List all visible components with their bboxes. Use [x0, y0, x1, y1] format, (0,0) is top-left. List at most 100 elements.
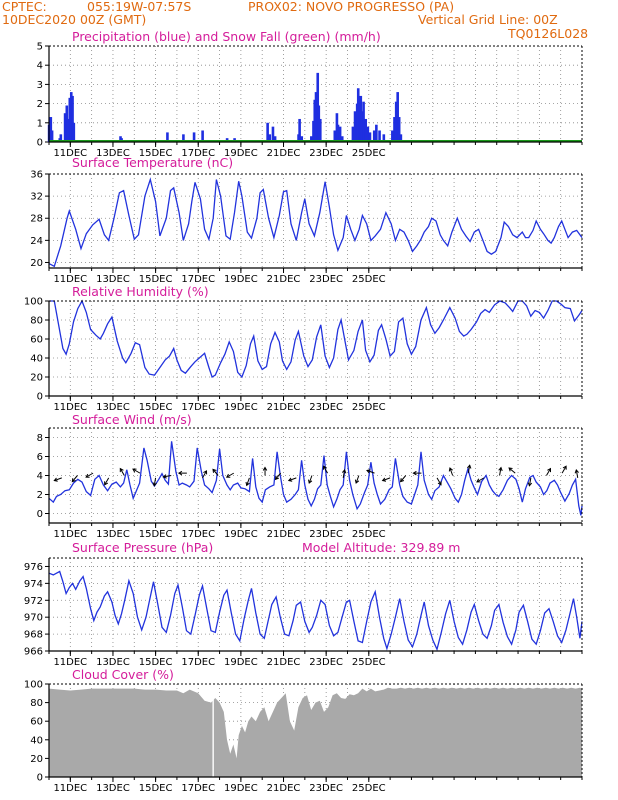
- wind-arrow-head: [547, 467, 551, 473]
- wind-ytick-label: 4: [37, 471, 43, 482]
- cloud-xtick-label: 23DEC: [309, 783, 343, 794]
- wind-xtick-label: 21DEC: [267, 529, 301, 540]
- wind-arrow-head: [476, 478, 481, 483]
- rh-panel: 0 20 40 60 80 100 11DEC 13DEC 15DEC 17DEC 19DEC 21D…: [24, 297, 583, 413]
- precip-xtick-label: 17DEC: [181, 148, 215, 159]
- temp-title: Surface Temperature (nC): [72, 155, 234, 170]
- wind-arrow-head: [399, 478, 405, 483]
- cloud-ytick-label: 40: [30, 735, 43, 746]
- wind-arrow-head: [71, 478, 76, 483]
- rh-xtick-label: 25DEC: [352, 402, 386, 413]
- temp-xtick-label: 19DEC: [224, 274, 258, 285]
- temp-xtick-label: 15DEC: [139, 274, 173, 285]
- temp-ytick-label: 28: [30, 214, 43, 225]
- precip-bar: [397, 117, 401, 142]
- cloud-xtick-label: 21DEC: [267, 783, 301, 794]
- wind-arrow: [85, 472, 94, 478]
- precip-bar: [399, 134, 403, 142]
- rh-xtick-label: 21DEC: [267, 402, 301, 413]
- precip-xtick-label: 13DEC: [96, 148, 130, 159]
- temp-ytick-label: 24: [30, 236, 43, 247]
- wind-arrow-head: [574, 469, 579, 474]
- wind-arrow: [246, 477, 250, 486]
- wind-arrow: [323, 465, 329, 474]
- cloud-cover-area: [49, 687, 582, 777]
- cloud-panel: 0 20 40 60 80 100 11DEC 13DEC 15DEC 17DEC 19DEC 21D…: [24, 680, 583, 794]
- precip-bar: [310, 136, 313, 142]
- precip-ytick-label: 3: [37, 80, 43, 91]
- cloud-xtick-label: 15DEC: [139, 783, 173, 794]
- rh-ytick-label: 20: [30, 373, 43, 384]
- precip-bar: [338, 126, 342, 142]
- cloud-xtick-label: 17DEC: [181, 783, 215, 794]
- wind-arrow-head: [53, 477, 58, 482]
- wind-arrow-head: [162, 474, 167, 479]
- wind-arrow: [355, 475, 360, 484]
- wind-arrow: [132, 468, 141, 474]
- wind-arrow: [202, 470, 207, 479]
- precip-ytick-label: 0: [37, 138, 43, 149]
- wind-arrow-head: [177, 470, 183, 476]
- temp-panel: 20 24 28 32 36 11DEC 13DEC 15DEC 17DEC 19DEC 21DEC…: [30, 170, 583, 285]
- wind-arrow-head: [448, 467, 453, 472]
- precip-bar: [59, 134, 63, 142]
- precip-bar: [298, 118, 301, 142]
- precip-bar: [314, 92, 318, 142]
- pressure-xtick-label: 23DEC: [309, 657, 343, 668]
- cloud-xtick-label: 13DEC: [96, 783, 130, 794]
- rh-ytick-label: 100: [24, 297, 43, 308]
- precip-ytick-label: 2: [37, 99, 43, 110]
- wind-arrow: [476, 477, 485, 483]
- cloud-ytick-label: 60: [30, 717, 43, 728]
- temp-ytick-label: 32: [30, 192, 43, 203]
- precip-bar: [340, 136, 344, 142]
- wind-panel: 0 2 4 6 8 11DEC 13DEC 15DEC 17DEC 19DEC 21DEC 23DEC…: [37, 427, 583, 540]
- wind-arrow: [528, 477, 532, 486]
- wind-arrow-head: [104, 481, 109, 486]
- precip-bar: [192, 132, 196, 142]
- precip-bar: [63, 113, 67, 142]
- temp-ytick-label: 20: [30, 258, 43, 269]
- wind-arrow-head: [366, 469, 371, 474]
- precip-bar: [49, 117, 53, 142]
- wind-arrow-head: [562, 465, 567, 470]
- pressure-ytick-label: 974: [24, 579, 43, 590]
- pressure-xtick-label: 11DEC: [53, 657, 87, 668]
- wind-arrow: [212, 469, 219, 476]
- precip-bar: [333, 130, 337, 142]
- precip-bar: [378, 130, 381, 142]
- wind-ytick-label: 2: [37, 490, 43, 501]
- rh-xtick-label: 13DEC: [96, 402, 130, 413]
- rh-xtick-label: 15DEC: [139, 402, 173, 413]
- precip-bar: [318, 118, 322, 142]
- cloud-xtick-label: 19DEC: [224, 783, 258, 794]
- wind-arrow: [508, 467, 516, 474]
- precip-bar: [375, 124, 378, 142]
- pressure-xtick-label: 19DEC: [224, 657, 258, 668]
- precip-bar: [268, 134, 272, 142]
- precip-xtick-label: 21DEC: [267, 148, 301, 159]
- wind-arrow: [226, 472, 235, 478]
- temp-xtick-label: 17DEC: [181, 274, 215, 285]
- pressure-ytick-label: 972: [24, 596, 43, 607]
- pressure-line: [48, 570, 583, 652]
- wind-arrow-head: [274, 475, 279, 481]
- pressure-xtick-label: 15DEC: [139, 657, 173, 668]
- wind-arrow: [400, 475, 407, 482]
- wind-arrow-head: [323, 465, 327, 470]
- wind-arrow: [436, 477, 442, 486]
- precip-bar: [300, 136, 304, 142]
- wind-ytick-label: 8: [37, 433, 43, 444]
- precip-xtick-label: 11DEC: [53, 148, 87, 159]
- wind-arrow: [119, 468, 125, 476]
- wind-xtick-label: 15DEC: [139, 529, 173, 540]
- wind-xtick-label: 23DEC: [309, 529, 343, 540]
- wind-xtick-label: 19DEC: [224, 529, 258, 540]
- wind-arrow: [288, 477, 297, 482]
- pressure-xtick-label: 17DEC: [181, 657, 215, 668]
- precip-xtick-label: 25DEC: [352, 148, 386, 159]
- precip-xtick-label: 19DEC: [224, 148, 258, 159]
- precip-bar: [372, 130, 376, 142]
- pressure-altitude: Model Altitude: 329.89 m: [302, 540, 461, 555]
